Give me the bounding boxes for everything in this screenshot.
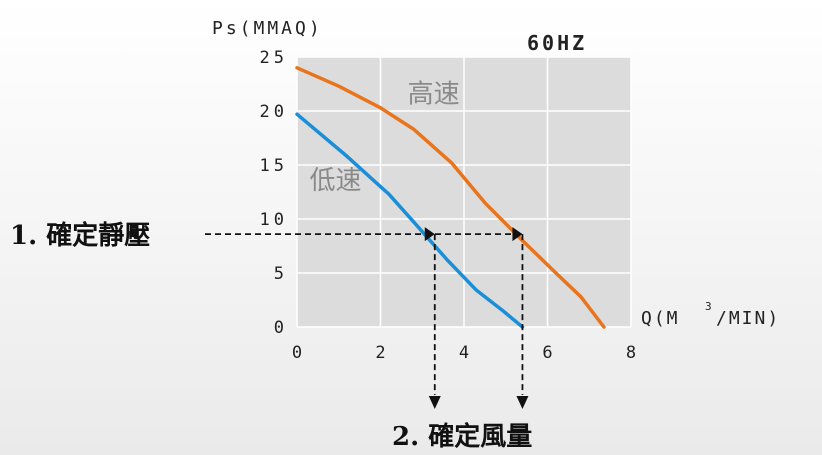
airflow-annotation: 2. 確定風量 xyxy=(392,421,532,452)
x-axis-label-tail: /MIN) xyxy=(716,308,780,329)
x-tick-label-3: 6 xyxy=(542,343,552,363)
y-tick-label-2: 10 xyxy=(260,210,288,230)
x-axis-label-base: Q(M xyxy=(641,308,680,329)
static-pressure-annotation: 1. 確定靜壓 xyxy=(10,220,150,251)
x-axis-label-superscript: 3 xyxy=(705,300,712,313)
horizontal-arrowhead-0 xyxy=(424,227,435,242)
airflow-arrowhead-1 xyxy=(516,396,529,409)
x-tick-label-1: 2 xyxy=(375,343,385,363)
frequency-label: 60HZ xyxy=(527,31,587,55)
grid-lines xyxy=(296,56,632,328)
x-tick-label-4: 8 xyxy=(626,343,636,363)
y-tick-label-3: 15 xyxy=(260,156,288,176)
airflow-arrowhead-0 xyxy=(428,396,441,409)
horizontal-arrowhead-1 xyxy=(512,227,523,242)
series-line-0 xyxy=(295,66,606,329)
y-tick-label-5: 25 xyxy=(260,48,288,68)
x-tick-label-2: 4 xyxy=(459,343,469,363)
annotation-guides xyxy=(205,227,529,409)
series-label-0: 高速 xyxy=(408,79,460,109)
y-tick-label-4: 20 xyxy=(260,102,288,122)
series-line-1 xyxy=(295,112,525,329)
axis-ticks: 0 2 4 6 8 0 5 10 15 20 25 xyxy=(260,48,637,363)
y-axis-label: Ps(MMAQ) xyxy=(212,18,323,39)
series-label-1: 低速 xyxy=(310,166,362,196)
y-tick-label-1: 5 xyxy=(274,264,288,284)
y-tick-label-0: 0 xyxy=(274,318,288,338)
series-lines xyxy=(295,66,606,329)
x-tick-label-0: 0 xyxy=(292,343,302,363)
x-axis-label: Q(M 3 /MIN) xyxy=(641,300,780,329)
